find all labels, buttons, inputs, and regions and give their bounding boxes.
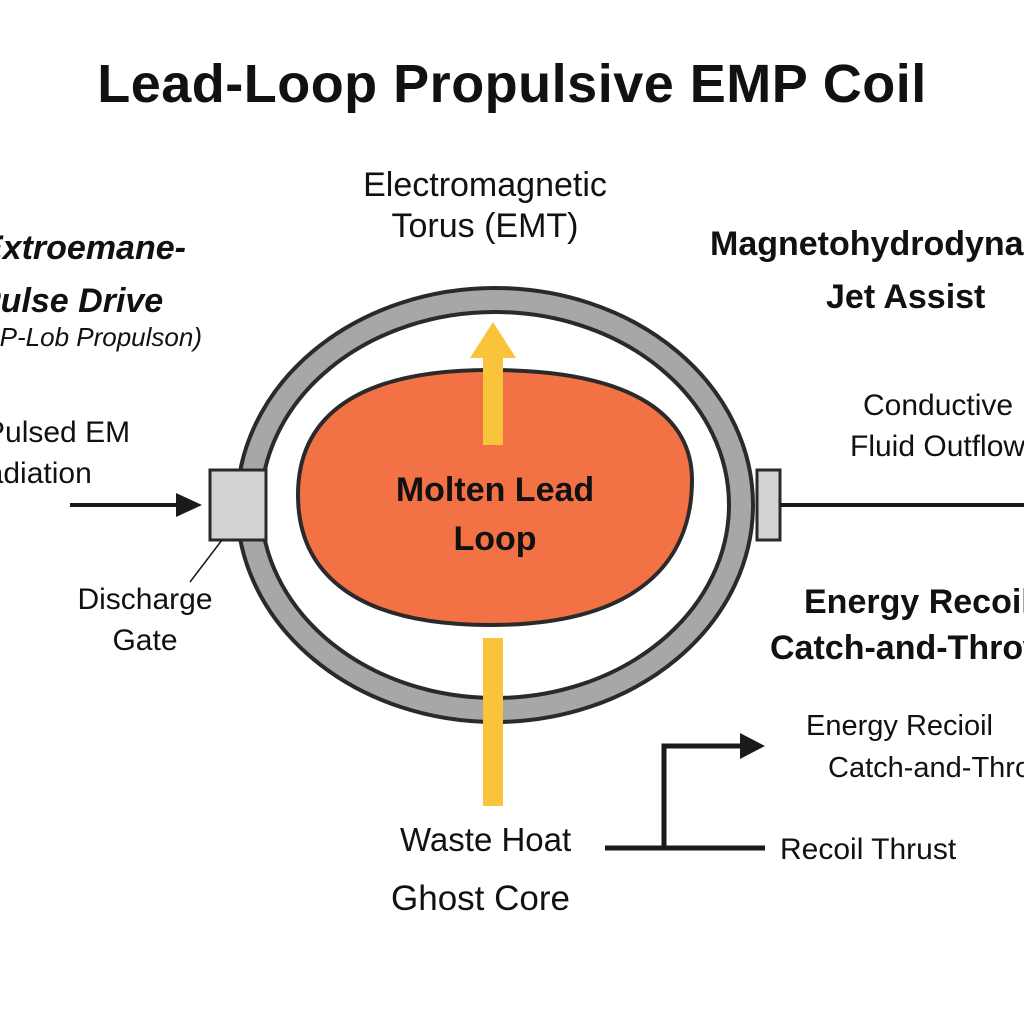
energy-small-line-1: Energy Recioil — [806, 710, 993, 742]
core-label-line-2: Loop — [453, 520, 537, 559]
waste-heat-label: Waste Hoat — [400, 821, 572, 858]
mhd-label: Magnetohydrodynamic Jet Assist — [710, 218, 1024, 323]
molten-lead-core — [295, 367, 695, 628]
diagram-title: Lead-Loop Propulsive EMP Coil — [97, 54, 927, 114]
discharge-leader-line — [189, 539, 223, 583]
discharge-line-2: Gate — [112, 623, 178, 657]
emt-label-line-1: Electromagnetic — [363, 166, 607, 204]
energy-small-line-2: Catch-and-Throw — [828, 752, 1024, 785]
left-header-line-1: Extroemane- — [0, 229, 186, 267]
pulsed-em-arrow-head — [176, 493, 202, 517]
discharge-gate-label: Discharge Gate — [60, 580, 230, 661]
energy-bold-line-1: Energy Recoil — [804, 583, 1024, 621]
energy-recoil-small-label: Energy Recioil Catch-and-Throw — [806, 705, 1024, 789]
discharge-gate — [208, 468, 268, 542]
ghost-core-label: Ghost Core — [391, 879, 570, 918]
waste-heat-column — [483, 638, 503, 806]
energy-bold-line-2: Catch-and-Throw — [770, 628, 1024, 667]
outflow-port — [755, 468, 782, 542]
left-header: Extroemane- Pulse Drive — [0, 222, 186, 327]
discharge-line-1: Discharge — [77, 583, 213, 616]
core-label-line-1: Molten Lead — [395, 471, 595, 509]
left-subtitle: (EMP-Lob Propulson) — [0, 322, 202, 352]
mhd-line-1: Magnetohydrodynamic — [710, 225, 1024, 263]
recoil-branch-arrow-head — [740, 733, 765, 759]
energy-recoil-bold-label: Energy Recoil Catch-and-Throw — [770, 580, 1024, 672]
pulsed-em-label: Pulsed EM Radiation — [0, 413, 130, 494]
core-label: Molten Lead Loop — [375, 466, 615, 565]
emt-label: Electromagnetic Torus (EMT) — [330, 165, 640, 247]
thrust-arrow-head — [470, 322, 516, 358]
left-header-line-2: Pulse Drive — [0, 281, 164, 320]
conductive-line-2: Fluid Outflow — [850, 429, 1024, 463]
thrust-arrow-shaft — [483, 358, 503, 445]
recoil-thrust-label: Recoil Thrust — [780, 833, 957, 866]
pulsed-em-line-2: Radiation — [0, 456, 92, 490]
emt-label-line-2: Torus (EMT) — [391, 206, 579, 245]
recoil-branch-line — [661, 743, 742, 848]
conductive-line-1: Conductive — [863, 389, 1014, 422]
conductive-label: Conductive Fluid Outflow — [850, 386, 1024, 467]
mhd-line-2: Jet Assist — [826, 277, 986, 316]
pulsed-em-line-1: Pulsed EM — [0, 416, 131, 449]
